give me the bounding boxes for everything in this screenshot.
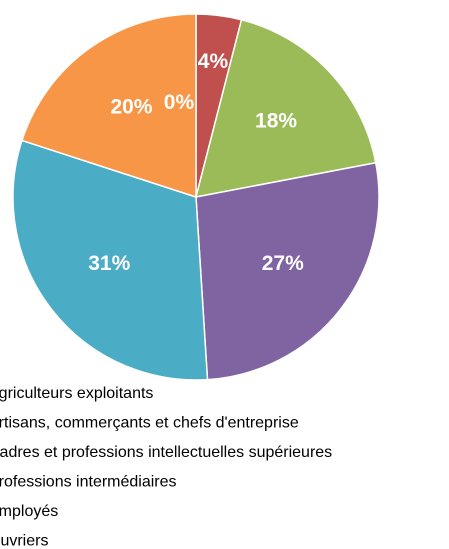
data-label: 4% — [198, 50, 229, 73]
pie-slice — [12, 139, 209, 381]
legend-label: Employés — [0, 503, 58, 520]
pie-slice — [194, 18, 377, 198]
pie-slice — [195, 161, 380, 381]
data-label: 18% — [255, 109, 297, 132]
pie-slice — [21, 13, 197, 199]
data-label: 0% — [164, 91, 195, 114]
data-label: 27% — [262, 252, 304, 275]
data-label: 31% — [88, 252, 130, 275]
legend-label: Cadres et professions intellectuelles su… — [0, 444, 332, 461]
legend-label: Agriculteurs exploitants — [0, 385, 153, 402]
legend-label: Ouvriers — [0, 533, 48, 549]
legend-label: Professions intermédiaires — [0, 474, 177, 491]
data-label: 20% — [110, 96, 152, 119]
legend-label: Artisans, commerçants et chefs d'entrepr… — [0, 415, 299, 432]
